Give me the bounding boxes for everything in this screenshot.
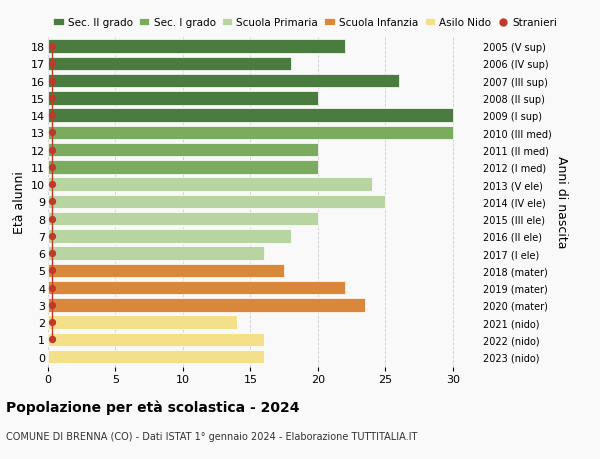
Point bbox=[47, 250, 57, 257]
Legend: Sec. II grado, Sec. I grado, Scuola Primaria, Scuola Infanzia, Asilo Nido, Stran: Sec. II grado, Sec. I grado, Scuola Prim… bbox=[53, 18, 557, 28]
Bar bbox=[48, 316, 237, 329]
Point bbox=[47, 302, 57, 309]
Point bbox=[47, 336, 57, 343]
Bar bbox=[48, 230, 291, 243]
Bar bbox=[48, 247, 264, 260]
Bar bbox=[48, 213, 318, 226]
Text: COMUNE DI BRENNA (CO) - Dati ISTAT 1° gennaio 2024 - Elaborazione TUTTITALIA.IT: COMUNE DI BRENNA (CO) - Dati ISTAT 1° ge… bbox=[6, 431, 418, 442]
Bar bbox=[48, 57, 291, 71]
Bar bbox=[48, 92, 318, 106]
Bar bbox=[48, 195, 385, 209]
Point bbox=[47, 164, 57, 171]
Y-axis label: Anni di nascita: Anni di nascita bbox=[555, 156, 568, 248]
Point bbox=[47, 233, 57, 240]
Point bbox=[47, 112, 57, 120]
Bar bbox=[48, 75, 399, 88]
Point bbox=[47, 319, 57, 326]
Point bbox=[47, 181, 57, 188]
Bar bbox=[48, 333, 264, 347]
Point bbox=[47, 198, 57, 206]
Point bbox=[47, 215, 57, 223]
Point bbox=[47, 44, 57, 51]
Point bbox=[47, 284, 57, 292]
Bar bbox=[48, 40, 345, 54]
Bar bbox=[48, 178, 372, 191]
Bar bbox=[48, 350, 264, 364]
Bar bbox=[48, 109, 453, 123]
Bar bbox=[48, 144, 318, 157]
Point bbox=[47, 129, 57, 137]
Point bbox=[47, 147, 57, 154]
Bar bbox=[48, 281, 345, 295]
Bar bbox=[48, 126, 453, 140]
Point bbox=[47, 267, 57, 274]
Bar bbox=[48, 298, 365, 312]
Point bbox=[47, 61, 57, 68]
Y-axis label: Età alunni: Età alunni bbox=[13, 171, 26, 233]
Bar bbox=[48, 161, 318, 174]
Text: Popolazione per età scolastica - 2024: Popolazione per età scolastica - 2024 bbox=[6, 399, 299, 414]
Bar bbox=[48, 264, 284, 278]
Point bbox=[47, 95, 57, 102]
Point bbox=[47, 78, 57, 85]
